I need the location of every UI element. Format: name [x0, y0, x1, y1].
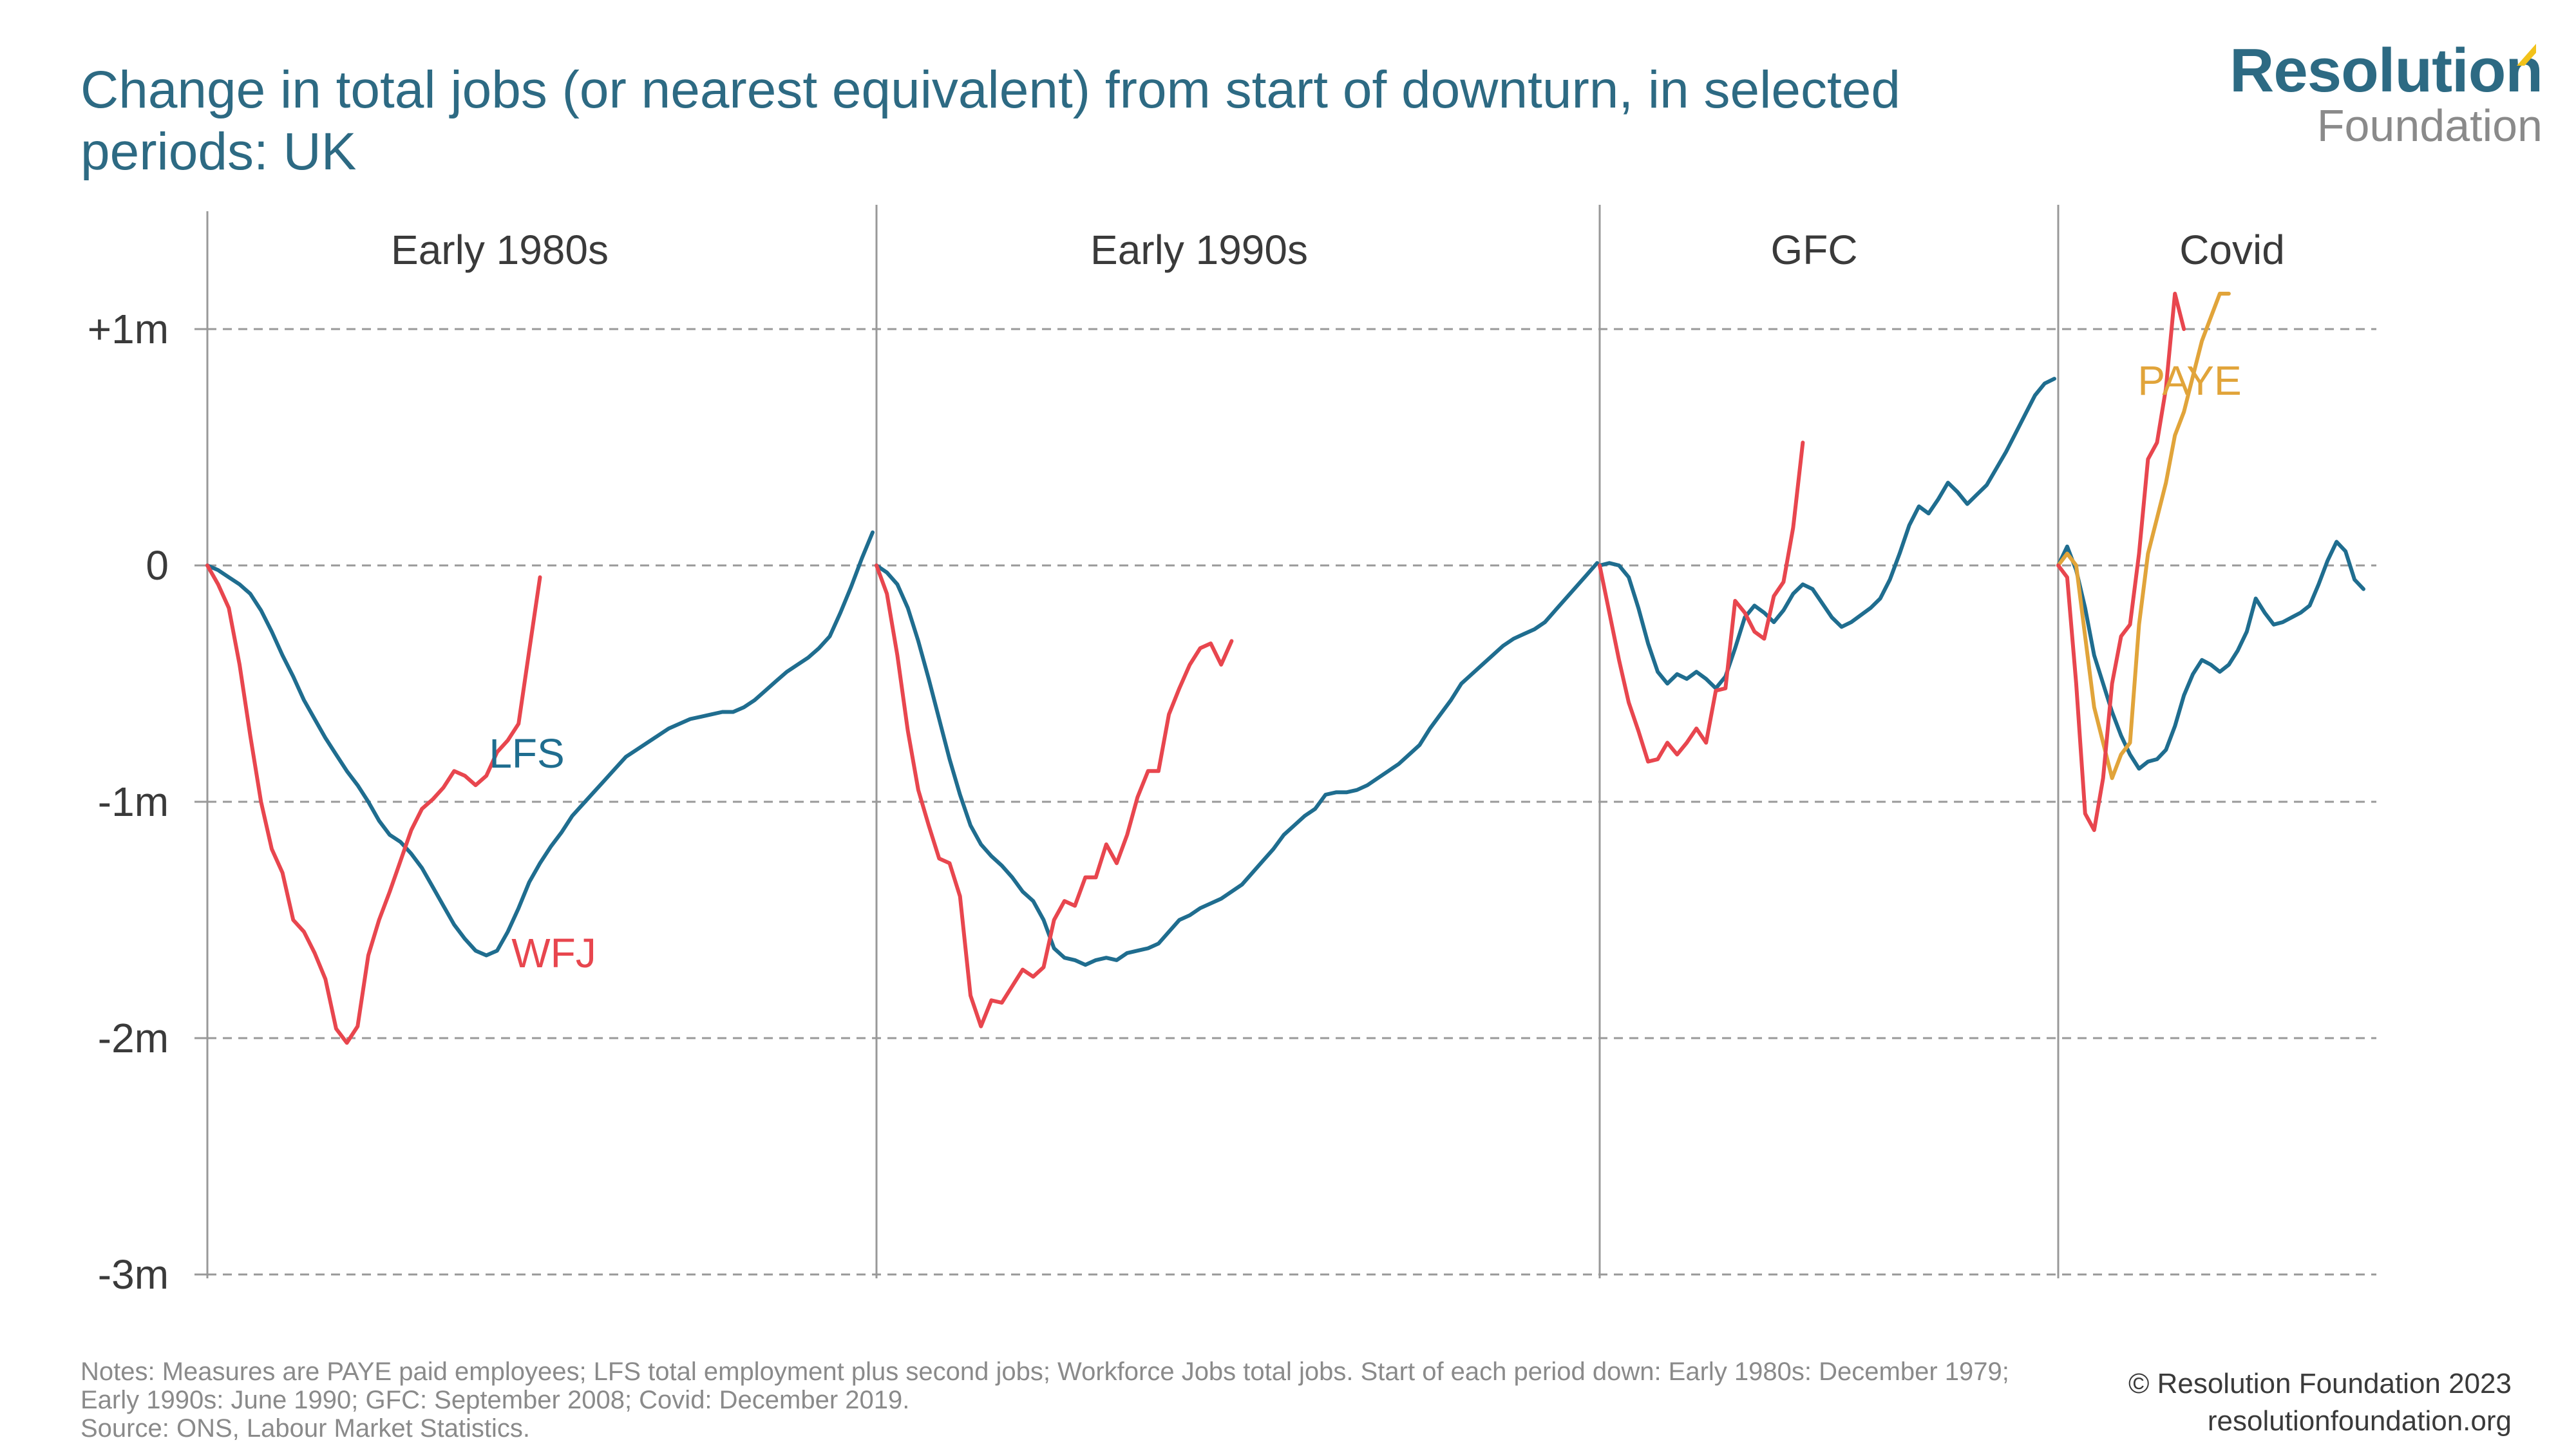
y-tick-label: -2m — [98, 1015, 169, 1061]
website-link[interactable]: resolutionfoundation.org — [2207, 1405, 2512, 1437]
series-line-lfs — [875, 561, 1599, 967]
series-line-paye — [2056, 292, 2231, 781]
logo-text-top: Resolution — [2230, 36, 2543, 105]
y-tick-label: +1m — [88, 306, 169, 352]
series-label-paye: PAYE — [2137, 357, 2241, 404]
notes-line-2: Early 1990s: June 1990; GFC: September 2… — [80, 1386, 910, 1414]
chart: +1m 0 -1m -2m -3m Early 1980s Early 1990s GFC Co… — [88, 205, 2376, 1298]
panel-label: GFC — [1770, 227, 1857, 273]
notes-line-3: Source: ONS, Labour Market Statistics. — [80, 1414, 531, 1443]
credit: © Resolution Foundation 2023 resolutionf… — [2128, 1365, 2512, 1440]
series-line-lfs — [2056, 540, 2365, 771]
series-line-wfj — [875, 564, 1234, 1028]
series-line-lfs — [1598, 377, 2056, 690]
chart-notes: Notes: Measures are PAYE paid employees;… — [80, 1358, 2141, 1443]
y-tick-label: 0 — [146, 542, 169, 589]
series-line-wfj — [2056, 292, 2186, 832]
panel-label: Early 1990s — [1090, 227, 1308, 273]
resolution-foundation-logo[interactable]: Resolution Foundation — [2230, 36, 2543, 151]
series-label-wfj: WFJ — [511, 930, 596, 976]
chart-title: Change in total jobs (or nearest equival… — [80, 61, 1900, 181]
y-tick-label: -1m — [98, 779, 169, 825]
copyright-text: © Resolution Foundation 2023 — [2128, 1368, 2512, 1399]
series-line-wfj — [205, 564, 542, 1045]
series-line-lfs — [205, 530, 875, 958]
series-line-wfj — [1598, 440, 1805, 764]
notes-line-1: Notes: Measures are PAYE paid employees;… — [80, 1358, 2009, 1386]
logo-text-bottom: Foundation — [2316, 100, 2543, 151]
y-tick-label: -3m — [98, 1251, 169, 1298]
panel-label: Covid — [2179, 227, 2285, 273]
panel-label: Early 1980s — [391, 227, 609, 273]
logo-accent-icon — [2517, 44, 2536, 66]
series-label-lfs: LFS — [489, 730, 564, 777]
